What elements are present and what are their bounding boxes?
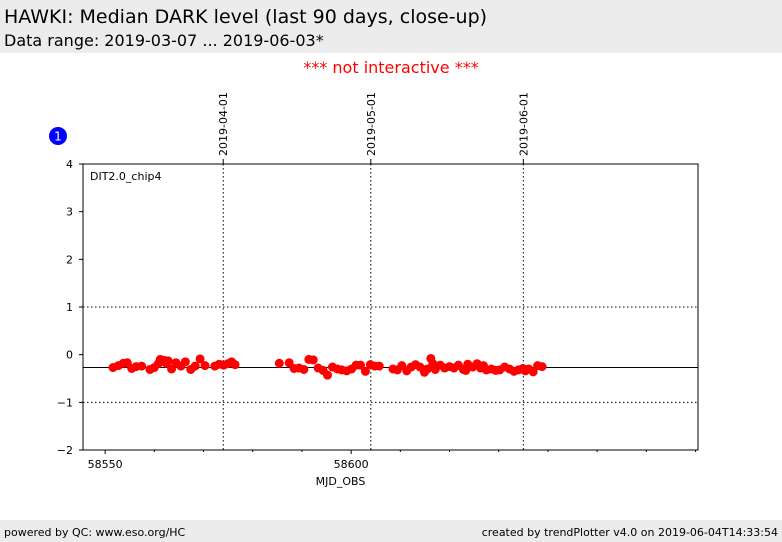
footer-created-by: created by trendPlotter v4.0 on 2019-06-… [481, 526, 778, 539]
x-tick-label: 58550 [88, 458, 123, 471]
data-point [537, 362, 547, 372]
series-annotation: DIT2.0_chip4 [90, 170, 161, 183]
data-point [360, 366, 370, 376]
badge-marker [49, 127, 67, 145]
data-point [355, 360, 365, 370]
y-tick-label: −1 [57, 396, 73, 409]
y-tick-label: −2 [57, 444, 73, 457]
data-point [195, 354, 205, 364]
data-point [374, 361, 384, 371]
page-title: HAWKI: Median DARK level (last 90 days, … [4, 6, 488, 28]
data-point [528, 367, 538, 377]
data-point [167, 364, 177, 374]
date-tick-label: 2019-06-01 [517, 92, 530, 156]
footer-powered-by: powered by QC: www.eso.org/HC [4, 526, 186, 539]
data-point [308, 355, 318, 365]
y-tick-label: 2 [66, 253, 73, 266]
x-tick-label: 58600 [334, 458, 369, 471]
data-point [230, 360, 240, 370]
header-band: HAWKI: Median DARK level (last 90 days, … [0, 0, 782, 53]
data-point [299, 364, 309, 374]
data-point [190, 361, 200, 371]
badge-number: 1 [54, 130, 62, 144]
y-tick-label: 4 [66, 158, 73, 171]
footer-band: powered by QC: www.eso.org/HC created by… [0, 520, 782, 542]
data-point [274, 358, 284, 368]
y-tick-label: 1 [66, 301, 73, 314]
not-interactive-notice: *** not interactive *** [303, 58, 479, 77]
date-tick-label: 2019-05-01 [365, 92, 378, 156]
data-point [163, 356, 173, 366]
data-range-subtitle: Data range: 2019-03-07 ... 2019-06-03* [4, 31, 324, 50]
data-point [137, 361, 147, 371]
data-point [200, 361, 210, 371]
y-tick-label: 0 [66, 349, 73, 362]
date-tick-label: 2019-04-01 [217, 92, 230, 156]
y-tick-label: 3 [66, 206, 73, 219]
data-point [180, 357, 190, 367]
x-axis-label: MJD_OBS [316, 475, 366, 488]
data-point [323, 370, 333, 380]
